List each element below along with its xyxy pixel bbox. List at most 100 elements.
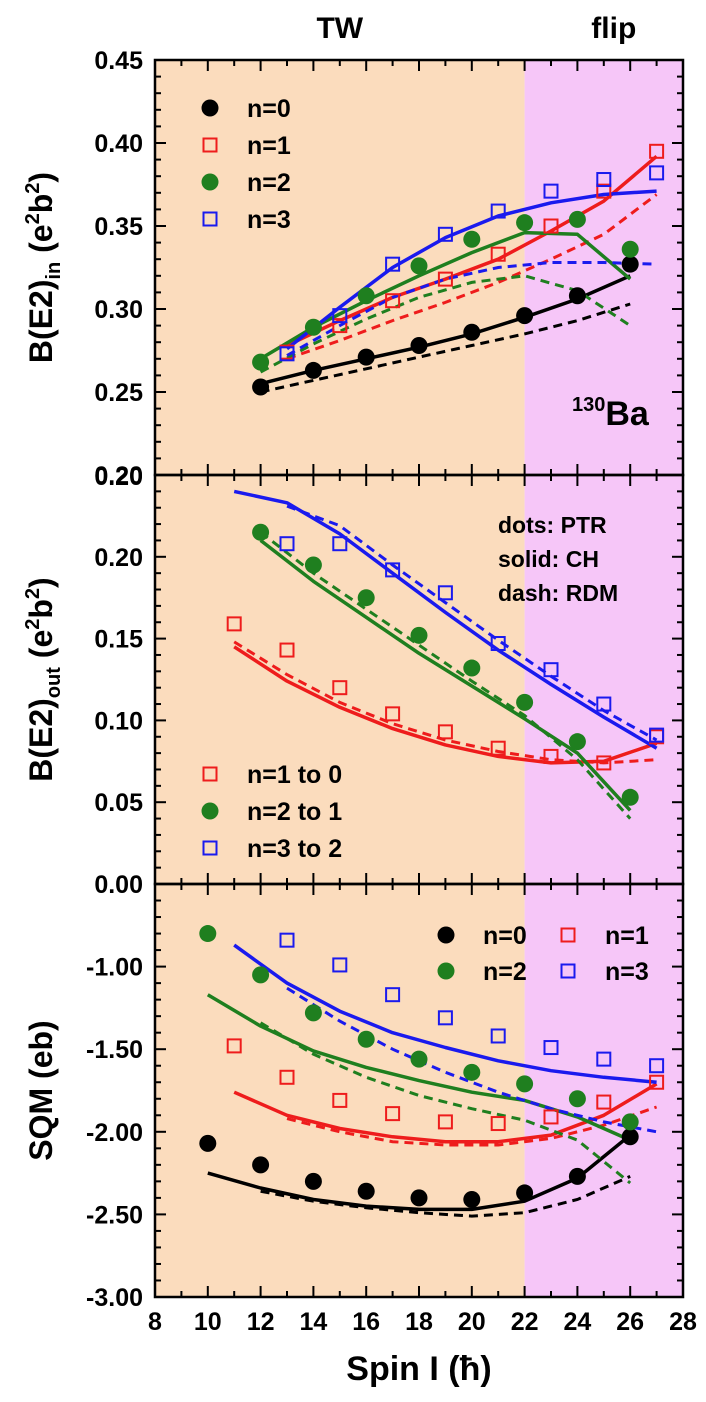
data-point [332, 1092, 348, 1108]
data-point [332, 308, 348, 324]
rdm-curve-n=2 [259, 1021, 632, 1185]
data-point [649, 1058, 665, 1074]
data-point [596, 1051, 612, 1067]
y-tick-label: 0.20 [94, 463, 143, 491]
data-point [304, 1004, 322, 1022]
rdm-curve-n=3 to 2 [286, 504, 658, 742]
data-point [543, 218, 559, 234]
x-tick-label: 22 [511, 1308, 539, 1336]
data-point [490, 636, 506, 652]
rdm-curve-n=0 [260, 302, 631, 394]
data-point [463, 659, 481, 677]
data-point [304, 556, 322, 574]
y-axis-label-part: (e [23, 224, 59, 261]
data-point [385, 706, 401, 722]
data-point [357, 589, 375, 607]
y-tick-label: 0.15 [94, 626, 143, 654]
legend-label: n=0 [483, 922, 527, 950]
data-point [201, 99, 219, 117]
data-point [332, 680, 348, 696]
data-point [226, 616, 242, 632]
data-point [304, 1172, 322, 1190]
data-point [437, 271, 453, 287]
data-point [463, 323, 481, 341]
data-point [560, 927, 576, 943]
y-axis-label-part: ) [23, 172, 59, 183]
data-point [410, 626, 428, 644]
data-point [621, 788, 639, 806]
data-point [201, 802, 219, 820]
data-point [596, 1094, 612, 1110]
data-point [252, 1156, 270, 1174]
y-tick-label: -1.00 [86, 954, 143, 982]
data-point [516, 214, 534, 232]
method-note: dots: PTR [498, 512, 607, 538]
data-point [516, 693, 534, 711]
data-point [543, 662, 559, 678]
y-axis-label-part: b [23, 194, 59, 214]
data-point [410, 1050, 428, 1068]
y-axis-label-sqm: SQM (eb) [23, 1020, 59, 1160]
data-point [437, 226, 453, 242]
method-note: solid: CH [498, 546, 599, 572]
ch-curve-n=3 [233, 943, 657, 1084]
y-tick-label: 0.45 [94, 47, 143, 75]
x-tick-label: 14 [299, 1308, 327, 1336]
y-tick-label: -2.50 [86, 1201, 143, 1229]
data-point [490, 1116, 506, 1132]
data-point [385, 987, 401, 1003]
x-tick-label: 16 [352, 1308, 380, 1336]
y-axis-label-part: B(E2) [23, 280, 59, 364]
data-point [596, 172, 612, 188]
data-point [437, 585, 453, 601]
data-point [252, 353, 270, 371]
data-point [516, 1075, 534, 1093]
data-point [621, 1113, 639, 1131]
rdm-curve-n=0 [260, 1175, 631, 1218]
data-point [252, 523, 270, 541]
data-point [649, 165, 665, 181]
rdm-curve-n=1 [286, 193, 658, 361]
x-axis-label: Spin I (ħ) [346, 1350, 491, 1388]
data-point [490, 740, 506, 756]
data-point [199, 925, 217, 943]
data-point [463, 1063, 481, 1081]
legend-label: n=2 [483, 958, 527, 986]
data-point [410, 337, 428, 355]
y-tick-label: 0.35 [94, 213, 143, 241]
data-point [202, 766, 218, 782]
data-point [516, 1184, 534, 1202]
data-point [279, 1069, 295, 1085]
data-point [357, 1030, 375, 1048]
data-point [252, 378, 270, 396]
data-point [463, 1191, 481, 1209]
data-point [385, 562, 401, 578]
data-point [437, 1010, 453, 1026]
data-point [202, 840, 218, 856]
data-point [279, 536, 295, 552]
data-point [304, 361, 322, 379]
data-point [202, 211, 218, 227]
nucleus-annotation: 130Ba [572, 394, 650, 433]
data-point [410, 257, 428, 275]
data-point [357, 287, 375, 305]
data-point [621, 240, 639, 258]
data-point [621, 255, 639, 273]
rdm-curve-n=3 [286, 986, 657, 1134]
rdm-curve-n=2 to 1 [259, 531, 632, 820]
x-tick-label: 20 [458, 1308, 486, 1336]
y-axis-label-part: in [43, 262, 65, 280]
ch-curve-n=1 [286, 154, 658, 348]
x-tick-label: 12 [247, 1308, 275, 1336]
data-point [199, 1134, 217, 1152]
data-point [332, 536, 348, 552]
x-tick-label: 24 [563, 1308, 591, 1336]
data-point [437, 1114, 453, 1130]
data-point [596, 183, 612, 199]
data-point [357, 348, 375, 366]
data-point [279, 346, 295, 362]
y-axis-label-part: 2 [22, 213, 44, 224]
data-point [543, 748, 559, 764]
